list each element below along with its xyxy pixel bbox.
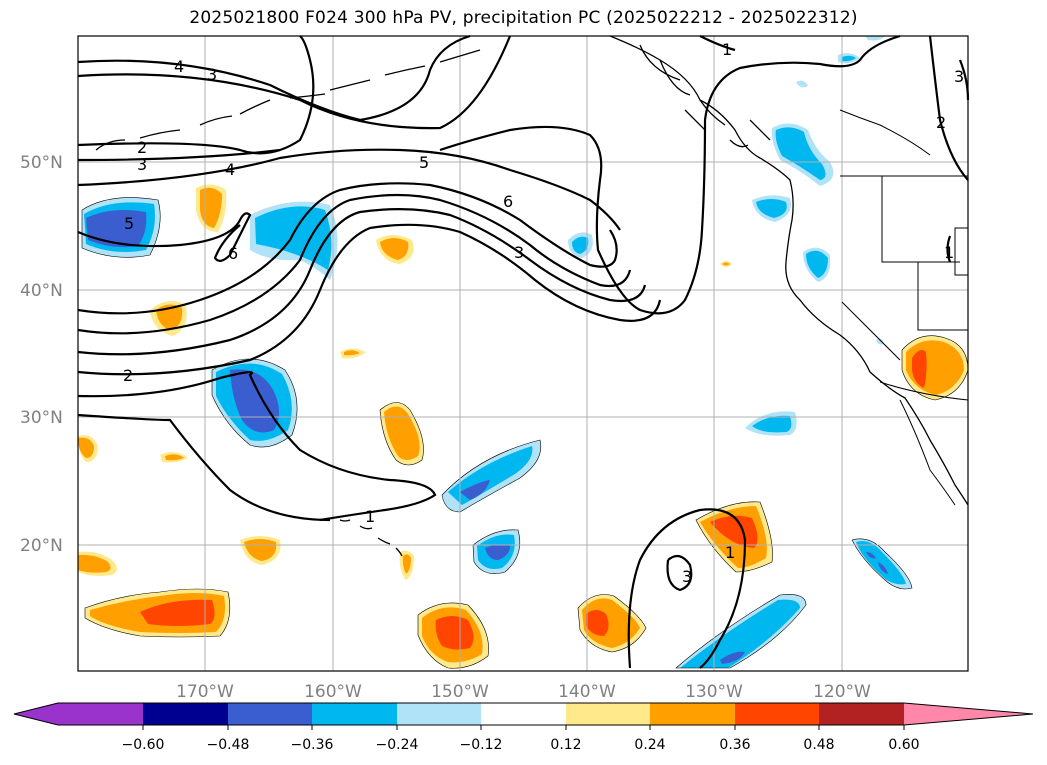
contour-label: 5 [124, 214, 134, 233]
colorbar-segment [735, 703, 819, 725]
lon-label: 160°W [304, 682, 362, 702]
colorbar: −0.60 −0.48 −0.36 −0.24 −0.12 0.12 0.24 … [13, 702, 1034, 753]
contour-label: 2 [123, 366, 133, 385]
lon-label: 170°W [176, 682, 234, 702]
longitude-labels: 170°W 160°W 150°W 140°W 130°W 120°W [176, 682, 871, 702]
lon-label: 120°W [813, 682, 871, 702]
contour-label: 2 [137, 138, 147, 157]
contour-label: 3 [207, 65, 217, 84]
colorbar-tick-label: −0.48 [207, 737, 250, 753]
colorbar-segment [228, 703, 312, 725]
lat-label: 50°N [20, 153, 63, 173]
colorbar-ticks [142, 725, 905, 730]
shading-outlines [81, 197, 969, 669]
colorbar-segment [143, 703, 228, 725]
contour-label: 1 [725, 543, 735, 562]
colorbar-segment [58, 703, 143, 725]
lat-label: 40°N [20, 281, 63, 301]
colorbar-right-arrow [904, 703, 1033, 725]
contour-label: 1 [722, 40, 732, 59]
map-gridlines [78, 36, 968, 671]
lat-label: 20°N [20, 536, 63, 556]
colorbar-tick-label: 0.12 [550, 737, 581, 753]
contour-label: 4 [225, 160, 235, 179]
colorbar-segment [566, 703, 650, 725]
contour-label: 3 [514, 243, 524, 262]
lon-label: 130°W [685, 682, 743, 702]
colorbar-tick-label: −0.24 [376, 737, 419, 753]
map-title: 2025021800 F024 300 hPa PV, precipitatio… [189, 8, 858, 28]
contour-label: 4 [174, 57, 184, 76]
pv-contours [77, 34, 970, 669]
contour-label: 2 [936, 113, 946, 132]
lon-label: 140°W [558, 682, 616, 702]
contour-label: 1 [944, 243, 954, 262]
colorbar-tick-label: −0.36 [291, 737, 334, 753]
contour-label: 3 [682, 567, 692, 586]
colorbar-tick-label: 0.48 [803, 737, 834, 753]
pv-contour-labels: 4 3 2 3 4 5 6 5 6 3 2 1 1 1 3 3 2 1 [123, 40, 964, 586]
colorbar-left-arrow [14, 703, 58, 725]
map-frame [77, 35, 969, 672]
contour-label: 3 [954, 67, 964, 86]
colorbar-tick-label: 0.24 [634, 737, 665, 753]
colorbar-tick-label: −0.60 [122, 737, 165, 753]
colorbar-tick-label: 0.36 [719, 737, 750, 753]
colorbar-segment [650, 703, 735, 725]
lon-label: 150°W [431, 682, 489, 702]
contour-label: 6 [228, 244, 238, 263]
contour-label: 6 [503, 192, 513, 211]
colorbar-tick-label: 0.60 [888, 737, 919, 753]
contour-label: 1 [365, 507, 375, 526]
coastlines [95, 35, 969, 557]
colorbar-segment [481, 703, 566, 725]
map-background [78, 36, 968, 671]
latitude-labels: 50°N 40°N 30°N 20°N [20, 153, 63, 556]
colorbar-segment [397, 703, 481, 725]
contour-label: 3 [137, 155, 147, 174]
colorbar-tick-label: −0.12 [460, 737, 503, 753]
colorbar-segment [819, 703, 904, 725]
lat-label: 30°N [20, 408, 63, 428]
contour-label: 5 [419, 153, 429, 172]
colorbar-segment [312, 703, 397, 725]
